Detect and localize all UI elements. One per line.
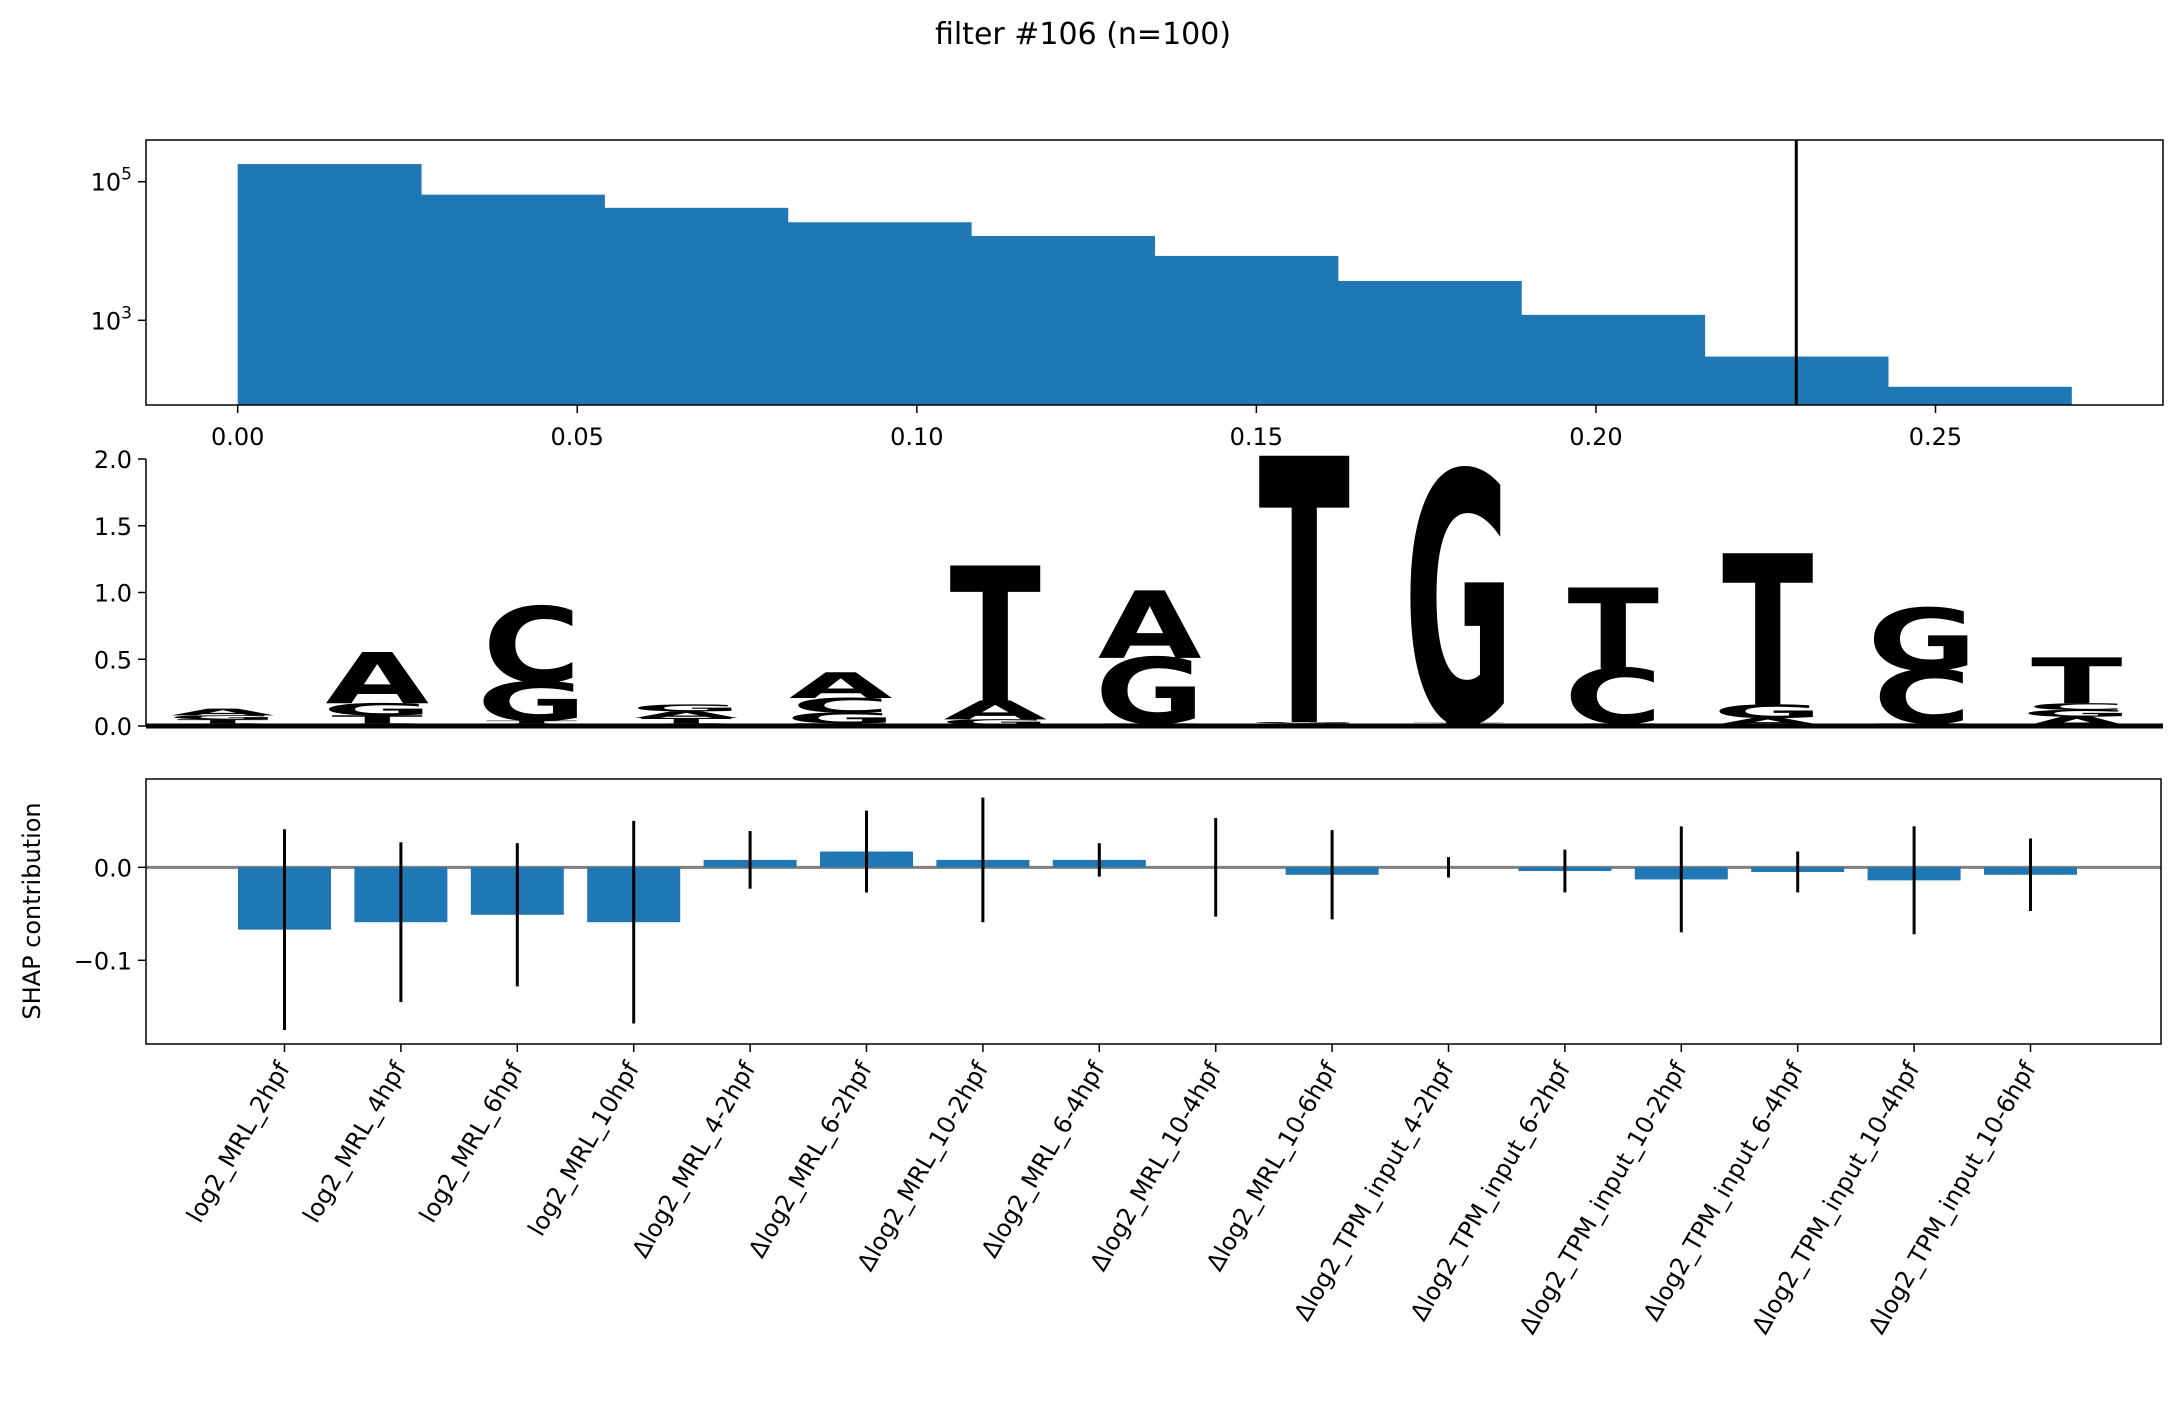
histogram-x-tick-label: 0.25 [1909, 423, 1962, 451]
histogram-y-tick-label: 103 [91, 303, 132, 335]
histogram-x-tick-label: 0.15 [1230, 423, 1283, 451]
logo-letter-G: G [2022, 708, 2132, 719]
logo-letter-T: T [486, 720, 578, 724]
logo-y-tick-label: 0.5 [94, 646, 132, 674]
logo-y-tick-label: 1.0 [94, 580, 132, 608]
histogram-x-tick-label: 0.00 [211, 423, 264, 451]
shap-x-tick-label: Δlog2_MRL_10-4hpf [1084, 1057, 1227, 1276]
histogram-bar [1887, 386, 2072, 405]
logo-letter-G: G [1867, 592, 1977, 691]
histogram-bar [787, 222, 972, 405]
logo-panel: CTGACTGAATGCCTAGTGCACGATCTGAACGTACTGAGCT… [94, 383, 2163, 808]
logo-letter-T: T [1259, 383, 1351, 808]
histogram-y-tick-label: 105 [91, 165, 132, 197]
logo-letter-A: A [1098, 573, 1202, 681]
logo-letter-T: T [1722, 513, 1813, 754]
logo-letter-G: G [631, 703, 741, 714]
histogram-bar [237, 164, 422, 405]
logo-letter-A: A [1716, 716, 1820, 727]
logo-letter-T: T [2031, 645, 2122, 718]
logo-letter-A: A [634, 709, 738, 720]
logo-letter-T: T [641, 717, 733, 726]
logo-letter-T: T [950, 530, 1041, 745]
logo-letter-T: T [1413, 722, 1505, 724]
shap-x-tick-label: Δlog2_MRL_6-4hpf [976, 1057, 1111, 1263]
logo-y-tick-label: 2.0 [94, 446, 132, 474]
shap-frame [145, 778, 2162, 1045]
shap-x-tick-label: Δlog2_MRL_10-6hpf [1201, 1057, 1344, 1276]
shap-x-tick-label: Δlog2_MRL_10-2hpf [852, 1057, 995, 1276]
logo-letter-A: A [789, 666, 893, 707]
shap-y-tick-label: 0.0 [94, 854, 132, 882]
logo-letter-G: G [322, 700, 432, 720]
logo-letter-A: A [171, 707, 275, 718]
logo-letter-T: T [177, 718, 269, 724]
histogram-bar [1337, 280, 1522, 405]
logo-letter-G: G [477, 671, 587, 734]
logo-letter-T: T [332, 713, 424, 726]
histogram-x-tick-label: 0.20 [1569, 423, 1622, 451]
logo-letter-A: A [325, 639, 429, 721]
logo-letter-T: T [1568, 567, 1659, 696]
logo-letter-A: A [943, 695, 1047, 725]
logo-y-tick-label: 1.5 [94, 513, 132, 541]
shap-x-tick-label: log2_MRL_2hpf [181, 1057, 296, 1228]
figure-title: filter #106 (n=100) [935, 17, 1231, 52]
shap-y-axis-label: SHAP contribution [18, 802, 46, 1019]
shap-x-tick-label: Δlog2_MRL_6-2hpf [743, 1057, 878, 1263]
logo-letter-G: G [786, 710, 896, 727]
shap-x-tick-label: log2_MRL_6hpf [414, 1057, 529, 1228]
logo-letter-G: G [1713, 701, 1823, 723]
histogram-x-tick-label: 0.05 [551, 423, 604, 451]
logo-y-tick-label: 0.0 [94, 713, 132, 741]
histogram-bar [971, 235, 1155, 405]
logo-letter-C: C [483, 587, 581, 707]
histogram-bar [421, 194, 605, 405]
logo-letter-G: G [1404, 402, 1514, 804]
logo-letter-G: G [940, 718, 1050, 727]
shap-x-tick-label: Δlog2_MRL_4-2hpf [626, 1057, 761, 1263]
logo-letter-C: C [2028, 701, 2126, 712]
histogram-panel: 0.00 0.05 0.10 0.15 0.20 0.25 103 105 [91, 139, 2164, 451]
shap-x-tick-label: log2_MRL_10hpf [523, 1057, 646, 1241]
histogram-x-tick-label: 0.10 [890, 423, 943, 451]
shap-y-tick-label: −0.1 [74, 947, 132, 975]
logo-letter-G: G [1249, 722, 1359, 724]
histogram-bar [1154, 255, 1339, 405]
histogram-frame [145, 139, 2164, 406]
shap-x-tick-label: log2_MRL_4hpf [297, 1057, 412, 1228]
histogram-bar [1521, 314, 1706, 405]
logo-letter-C: C [792, 694, 890, 718]
histogram-bar [604, 207, 789, 405]
logo-letter-G: G [168, 714, 278, 720]
